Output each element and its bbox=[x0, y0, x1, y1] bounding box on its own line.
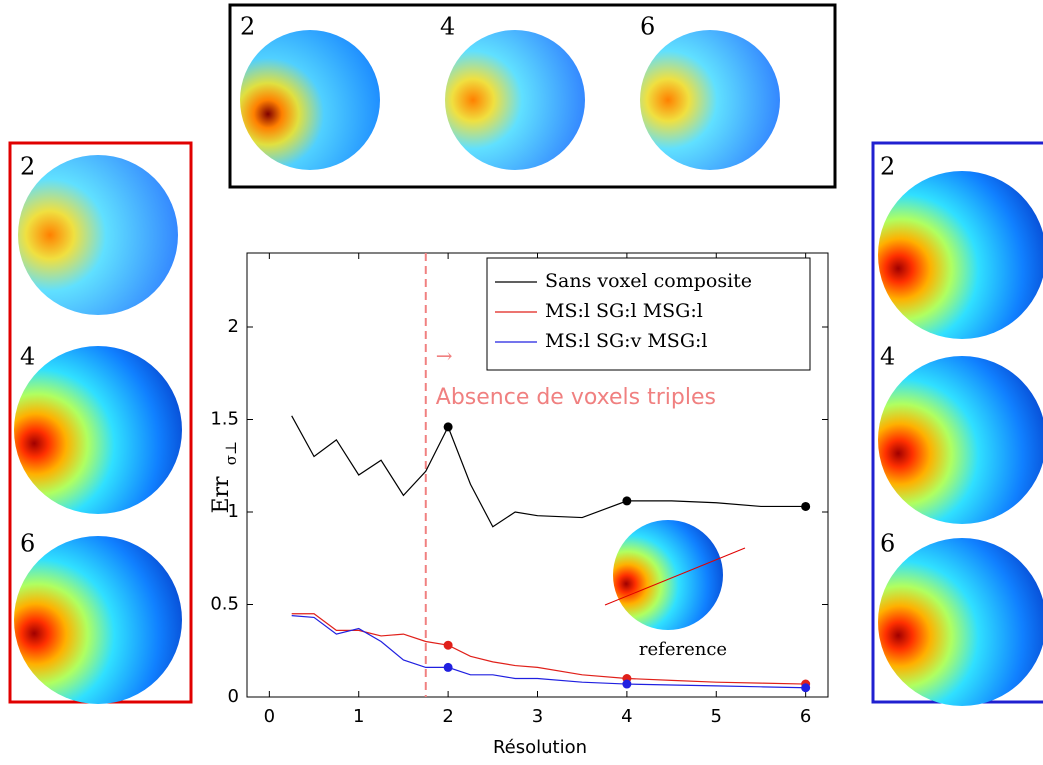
x-tick-label: 6 bbox=[800, 706, 811, 727]
sphere bbox=[878, 538, 1043, 706]
legend-label: MS:l SG:l MSG:l bbox=[545, 300, 703, 322]
panel-label: 4 bbox=[20, 343, 35, 371]
point-marker bbox=[801, 501, 811, 511]
y-axis-label: Err bbox=[209, 476, 234, 514]
y-axis-label-sub: σ⊥ bbox=[222, 441, 240, 465]
panel-label: 4 bbox=[440, 13, 455, 41]
panel-label: 2 bbox=[240, 13, 255, 41]
sphere bbox=[240, 30, 380, 170]
panel-label: 2 bbox=[20, 153, 35, 181]
reference-label: reference bbox=[639, 639, 727, 660]
y-tick-label: 1 bbox=[228, 501, 239, 522]
series-line bbox=[291, 615, 806, 689]
x-tick-label: 0 bbox=[264, 706, 275, 727]
top-panel bbox=[228, 3, 837, 189]
x-tick-label: 5 bbox=[711, 706, 722, 727]
y-tick-label: 0 bbox=[228, 686, 239, 707]
annotation: Absence de voxels triples bbox=[436, 385, 716, 410]
panel-label: 6 bbox=[20, 530, 35, 558]
point-marker bbox=[443, 662, 453, 672]
y-tick-label: 1.5 bbox=[210, 409, 239, 430]
x-tick-label: 2 bbox=[442, 706, 453, 727]
reference-sphere bbox=[613, 520, 723, 630]
legend-label: MS:l SG:v MSG:l bbox=[545, 330, 707, 352]
y-axis-label-group: Err σ⊥ bbox=[209, 441, 240, 514]
sphere bbox=[640, 30, 780, 170]
sphere bbox=[445, 30, 585, 170]
y-tick-label: 0.5 bbox=[210, 594, 239, 615]
x-tick-label: 3 bbox=[532, 706, 543, 727]
sphere bbox=[18, 155, 178, 315]
spheres bbox=[14, 30, 1043, 706]
point-marker bbox=[443, 422, 453, 432]
plot-lines bbox=[291, 415, 806, 689]
point-marker bbox=[622, 496, 632, 506]
sphere bbox=[14, 346, 182, 514]
x-axis-label: Résolution bbox=[493, 737, 587, 758]
point-marker bbox=[622, 679, 632, 689]
x-tick-label: 4 bbox=[621, 706, 632, 727]
sphere bbox=[14, 536, 182, 704]
reference-axis bbox=[604, 547, 746, 606]
point-marker bbox=[801, 683, 811, 693]
sphere bbox=[878, 171, 1043, 339]
y-tick-label: 2 bbox=[228, 316, 239, 337]
panel-label: 6 bbox=[880, 530, 895, 558]
point-marker bbox=[443, 640, 453, 650]
x-tick-label: 1 bbox=[353, 706, 364, 727]
annotation-arrow: → bbox=[436, 344, 453, 368]
sphere bbox=[878, 356, 1043, 524]
legend-label: Sans voxel composite bbox=[545, 270, 752, 292]
series-line bbox=[291, 415, 806, 528]
panel-label: 4 bbox=[880, 343, 895, 371]
series-line bbox=[291, 613, 806, 685]
panel-label: 2 bbox=[880, 153, 895, 181]
legend-box bbox=[486, 257, 811, 371]
panel-label: 6 bbox=[640, 13, 655, 41]
